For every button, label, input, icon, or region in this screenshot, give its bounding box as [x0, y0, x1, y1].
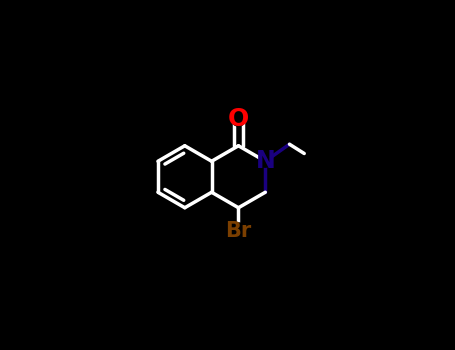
Circle shape — [230, 223, 247, 239]
Text: O: O — [228, 107, 249, 131]
Text: N: N — [255, 149, 275, 173]
Text: Br: Br — [225, 221, 252, 241]
Circle shape — [232, 113, 245, 126]
Circle shape — [259, 155, 271, 167]
